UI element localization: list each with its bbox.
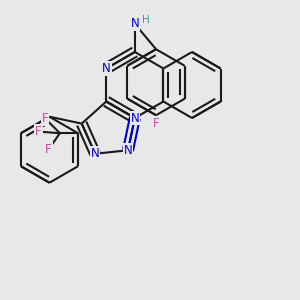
Text: N: N — [130, 112, 139, 124]
Text: F: F — [153, 117, 159, 130]
Text: N: N — [91, 147, 100, 160]
Text: H: H — [142, 15, 150, 25]
Text: N: N — [102, 62, 111, 75]
Text: F: F — [45, 143, 52, 156]
Text: F: F — [42, 112, 48, 125]
Text: N: N — [124, 144, 132, 157]
Text: N: N — [130, 17, 139, 30]
Text: F: F — [35, 125, 42, 138]
